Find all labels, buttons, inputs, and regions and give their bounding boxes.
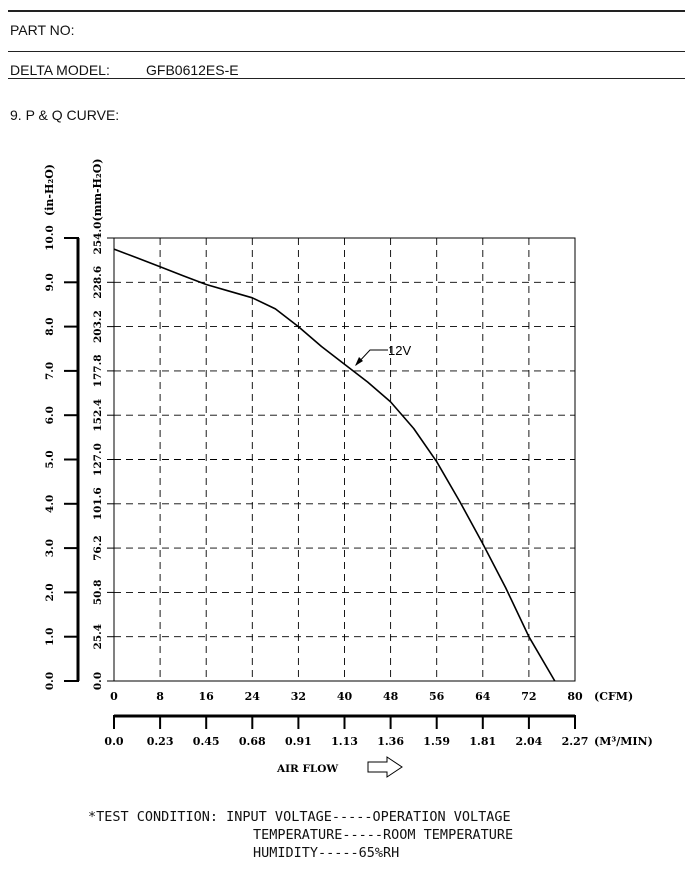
x-cfm-tick-label: 80 [567,690,583,703]
y-inner-unit: (mm-H₂O) [91,158,104,221]
y-left-unit: (in-H₂O) [43,164,56,216]
x-cfm-tick-label: 56 [429,690,445,703]
y-inner-tick-label: 254.0 [92,222,104,255]
x-cfm-tick-label: 0 [110,690,118,703]
y-left-tick-label: 3.0 [44,539,56,557]
y-inner-tick-label: 76.2 [92,535,104,561]
x-m3-tick-label: 0.23 [147,735,174,748]
x-m3-tick-label: 2.27 [562,735,589,748]
y-inner-tick-label: 50.8 [92,580,104,606]
pq-curve-chart: 0.0 0.0 1.0 25.4 2.0 50.8 3.0 76.2 4.0 101.6 5.0 12… [43,158,653,778]
x-cfm-unit: (CFM) [594,690,633,703]
x-m3-tick-label: 2.04 [516,735,543,748]
y-left-tick-label: 4.0 [44,495,56,513]
x-m3-tick-label: 0.68 [239,735,266,748]
x-m3-tick-label: 0.45 [193,735,220,748]
y-left-tick-label: 7.0 [44,362,56,380]
annotation-label: 12V [388,343,411,358]
x-cfm-tick-label: 24 [245,690,261,703]
x-m3-tick-label: 0.0 [104,735,123,748]
y-inner-tick-label: 101.6 [92,487,104,520]
x-cfm-tick-label: 72 [521,690,536,703]
airflow-arrow-icon [367,756,403,778]
y-left-tick-label: 10.0 [44,225,56,251]
x-m3-tick-label: 1.81 [469,735,496,748]
model-value: GFB0612ES-E [146,62,239,78]
x-cfm-tick-label: 64 [475,690,491,703]
y-left-tick-label: 8.0 [44,317,56,335]
x-m3-tick-label: 1.13 [331,735,358,748]
annotation-leader [355,349,388,366]
section-title: 9. P & Q CURVE: [10,107,120,123]
annotation-arrowhead-icon [355,357,363,366]
y-left-tick-label: 9.0 [44,273,56,291]
y-inner-tick-label: 127.0 [92,443,104,476]
curve-12V [113,248,556,682]
y-inner-tick-label: 203.2 [92,310,104,343]
x-cfm-tick-label: 32 [291,690,306,703]
curve-layer [113,248,556,682]
x-cfm-tick-label: 16 [199,690,215,703]
y-left-tick-label: 5.0 [44,450,56,468]
x-m3-tick-label: 1.36 [377,735,404,748]
x-m3-tick-label: 0.91 [285,735,312,748]
x-cfm-tick-label: 40 [337,690,353,703]
y-left-tick-label: 6.0 [44,406,56,424]
rule-2 [8,51,685,52]
test-condition-line1: *TEST CONDITION: INPUT VOLTAGE-----OPERA… [88,809,511,825]
rule-3 [8,78,685,79]
test-condition-line2: TEMPERATURE-----ROOM TEMPERATURE [253,827,514,843]
x-m3-tick-label: 1.59 [423,735,450,748]
y-left-tick-label: 0.0 [44,672,56,690]
top-rule [8,10,685,12]
model-label: DELTA MODEL: [10,62,110,78]
part-no-label: PART NO: [10,22,75,38]
test-condition-line3: HUMIDITY-----65%RH [253,845,400,861]
x-cfm-tick-label: 8 [156,690,164,703]
x-axis-title: AIR FLOW [276,763,338,775]
x-cfm-tick-label: 48 [383,690,399,703]
x-m3-unit: (M³/MIN) [594,735,653,748]
y-inner-tick-label: 25.4 [92,624,104,650]
y-inner-tick-label: 177.8 [92,354,104,387]
y-left-tick-label: 2.0 [44,583,56,601]
y-inner-tick-label: 228.6 [92,266,104,299]
grid [114,238,575,681]
y-left-tick-label: 1.0 [44,628,56,646]
y-inner-tick-label: 0.0 [92,672,104,690]
labels: 0.0 0.0 1.0 25.4 2.0 50.8 3.0 76.2 4.0 101.6 5.0 12… [43,158,653,778]
y-inner-tick-label: 152.4 [92,399,104,432]
axes [64,237,576,729]
